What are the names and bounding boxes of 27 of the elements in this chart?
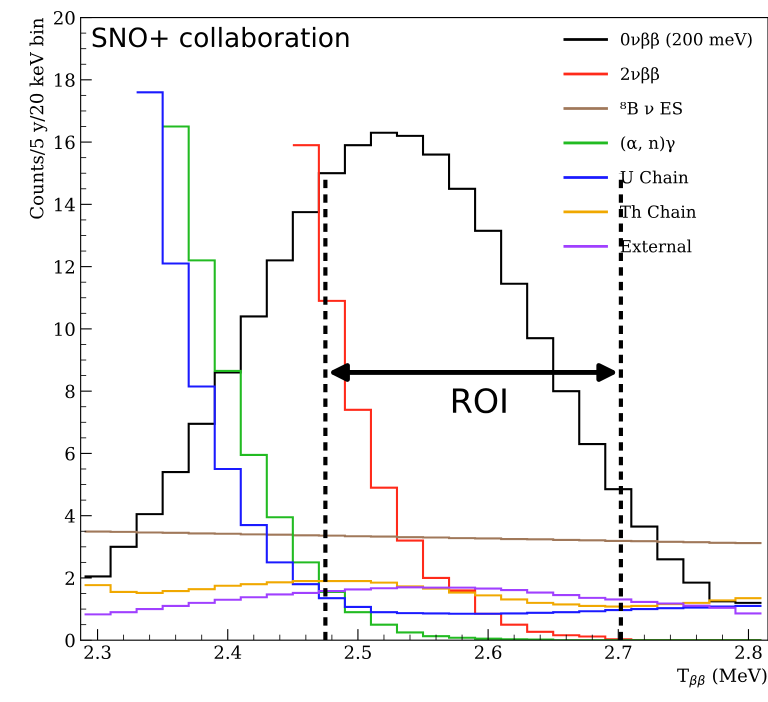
y-tick-label: 16 (55, 136, 75, 150)
legend-label: External (620, 240, 692, 252)
y-tick-label: 12 (55, 260, 74, 274)
legend-label: U Chain (620, 170, 688, 184)
x-tick-label: 2.6 (474, 645, 502, 660)
annotation: ROI (452, 388, 506, 414)
x-tick-label: 2.8 (735, 645, 762, 660)
x-axis-title: T$_{ββ}$ (MeV) (677, 668, 766, 688)
annotation: SNO+ collaboration (92, 26, 348, 48)
y-axis-title: Counts/5 y/20 keV bin (30, 18, 48, 219)
x-tick-label: 2.7 (605, 645, 632, 660)
legend-label: (α, n)γ (621, 136, 675, 152)
legend-label: 2νββ (621, 67, 660, 84)
y-tick-label: 8 (66, 384, 75, 398)
y-tick-label: 4 (64, 509, 75, 523)
y-tick-label: 10 (55, 322, 75, 336)
y-tick-label: 0 (65, 634, 75, 648)
y-tick-label: 18 (55, 73, 75, 87)
x-tick-label: 2.3 (84, 645, 111, 660)
y-tick-label: 14 (55, 198, 75, 212)
y-tick-label: 6 (66, 446, 75, 461)
x-tick-label: 2.4 (214, 645, 242, 660)
y-tick-label: 20 (54, 11, 75, 25)
legend-label: 0νββ (200 meV) (620, 32, 752, 49)
legend-label: ⁸B ν ES (620, 102, 682, 115)
x-tick-label: 2.5 (344, 645, 371, 660)
y-tick-label: 2 (66, 571, 74, 585)
